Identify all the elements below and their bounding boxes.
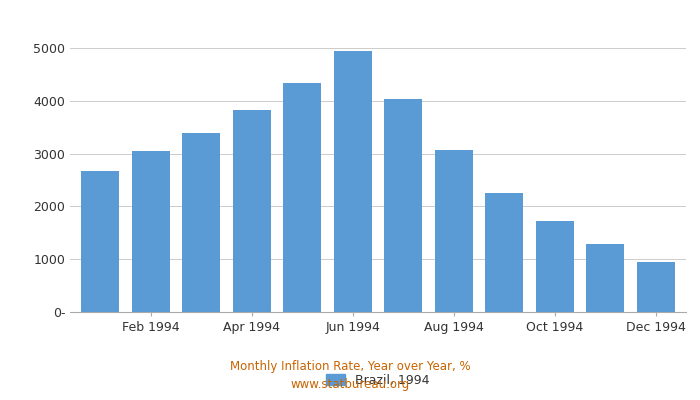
Text: www.statbureau.org: www.statbureau.org: [290, 378, 410, 391]
Bar: [435, 150, 472, 312]
Bar: [81, 171, 119, 312]
Bar: [637, 262, 675, 312]
Bar: [485, 193, 523, 312]
Legend: Brazil, 1994: Brazil, 1994: [321, 369, 435, 392]
Bar: [132, 151, 169, 312]
Bar: [587, 244, 624, 312]
Bar: [384, 98, 422, 312]
Bar: [334, 51, 372, 312]
Text: Monthly Inflation Rate, Year over Year, %: Monthly Inflation Rate, Year over Year, …: [230, 360, 470, 373]
Bar: [536, 221, 574, 312]
Bar: [233, 110, 271, 312]
Bar: [284, 83, 321, 312]
Bar: [182, 133, 220, 312]
